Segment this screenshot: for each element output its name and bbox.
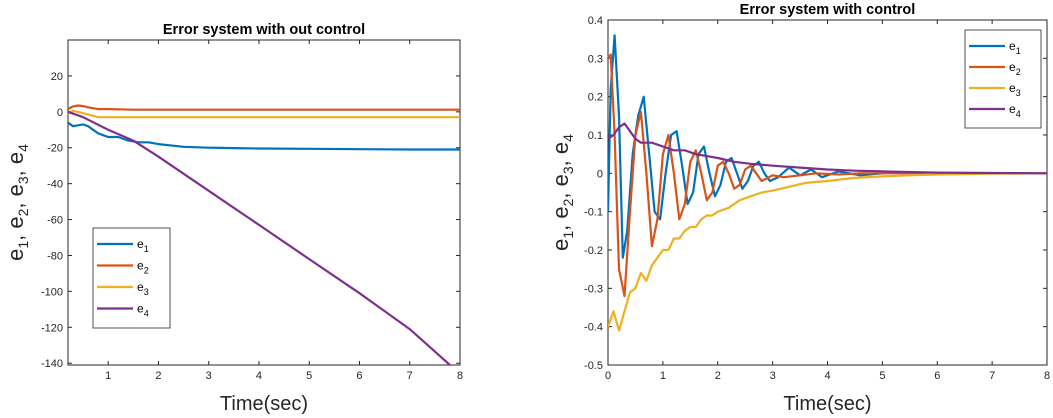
series-line-e2 [68, 104, 460, 111]
y-tick-label: -40 [47, 179, 63, 191]
x-tick-label: 1 [105, 370, 111, 382]
y-tick-label: 20 [51, 71, 63, 83]
y-tick-label: -0.1 [584, 207, 603, 219]
series-group [68, 104, 460, 365]
x-tick-label: 2 [715, 370, 721, 382]
x-axis-label: Time(sec) [783, 393, 871, 415]
chart-title: Error system with control [740, 2, 916, 18]
series-group [608, 34, 1047, 332]
legend-label-e3: e3 [1009, 81, 1021, 98]
chart-title: Error system with out control [163, 22, 365, 38]
y-tick-label: -100 [41, 286, 63, 298]
y-tick-label: 0 [597, 168, 603, 180]
x-tick-label: 7 [989, 370, 995, 382]
y-tick-label: -140 [41, 358, 63, 370]
x-tick-label: 3 [770, 370, 776, 382]
x-tick-label: 1 [660, 370, 666, 382]
x-tick-label: 4 [256, 370, 262, 382]
x-tick-label: 7 [407, 370, 413, 382]
y-tick-label: 0.4 [588, 15, 603, 27]
legend-label-e1: e1 [1009, 39, 1021, 56]
series-line-e2 [608, 53, 1047, 298]
legend-label-e4: e4 [137, 302, 149, 319]
legend-label-e3: e3 [137, 280, 149, 297]
y-axis-label: e1, e2, e3, e4 [548, 134, 576, 251]
x-tick-label: 6 [934, 370, 940, 382]
y-tick-label: -0.5 [584, 360, 603, 372]
series-line-e4 [608, 122, 1047, 175]
x-tick-label: 6 [356, 370, 362, 382]
x-tick-label: 8 [1044, 370, 1050, 382]
chart-1: 1 2 3 4 5 6 7 8 20 0 -20 -40 -60 -80 -100 -120 -140 Error… [3, 22, 463, 415]
legend-label-e1: e1 [137, 237, 149, 254]
series-line-e4 [68, 110, 451, 365]
y-axis-label: e1, e2, e3, e4 [3, 144, 31, 261]
y-tick-label: 0.1 [588, 130, 603, 142]
x-tick-label: 0 [605, 370, 611, 382]
x-tick-label: 2 [155, 370, 161, 382]
y-tick-label: -80 [47, 250, 63, 262]
y-tick-label: 0.2 [588, 92, 603, 104]
y-tick-label: -60 [47, 215, 63, 227]
y-tick-label: -0.2 [584, 245, 603, 257]
x-tick-label: 5 [306, 370, 312, 382]
chart-2: 0 1 2 3 4 5 6 7 8 0.4 0.3 0.2 0.1 0 -0.1 -0.2 -0.3 -0.4 -0… [548, 2, 1050, 415]
y-tick-label: 0 [57, 107, 63, 119]
y-tick-label: -0.3 [584, 283, 603, 295]
series-line-e3 [68, 109, 460, 119]
x-axis-label: Time(sec) [220, 393, 308, 415]
y-tick-label: -0.4 [584, 322, 603, 334]
legend-box [964, 29, 1042, 129]
y-tick-label: -120 [41, 322, 63, 334]
x-tick-label: 8 [457, 370, 463, 382]
x-tick-label: 4 [824, 370, 830, 382]
legend-label-e2: e2 [137, 259, 149, 276]
series-line-e1 [608, 34, 1047, 259]
x-tick-label: 3 [206, 370, 212, 382]
legend-label-e2: e2 [1009, 60, 1021, 77]
x-tick-label: 5 [879, 370, 885, 382]
y-tick-label: 0.3 [588, 53, 603, 65]
y-tick-label: -20 [47, 143, 63, 155]
legend-label-e4: e4 [1009, 102, 1021, 119]
series-line-e3 [608, 172, 1047, 332]
